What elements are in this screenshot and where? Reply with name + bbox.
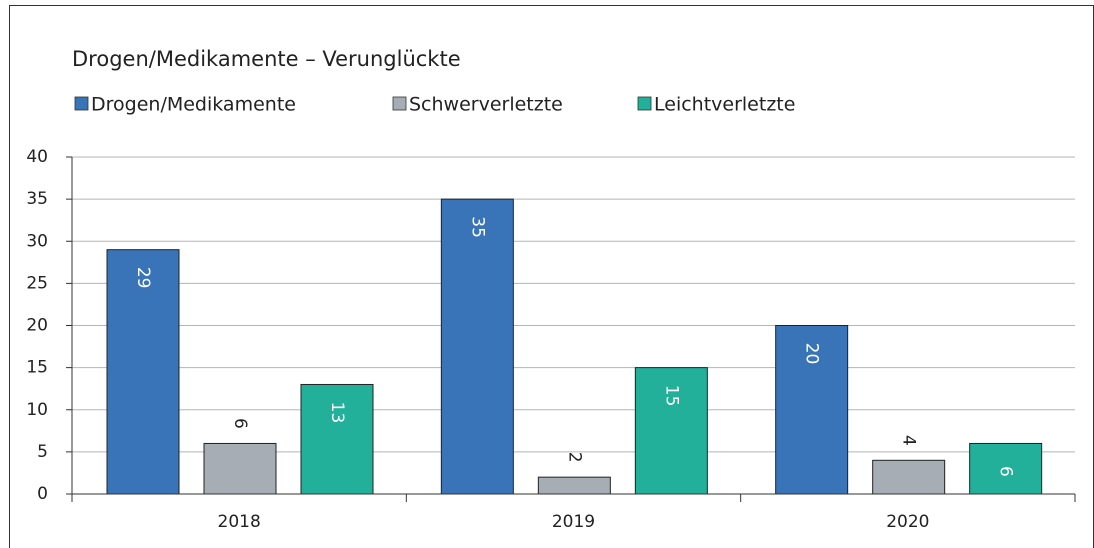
- y-tick-label: 5: [37, 442, 48, 462]
- data-label: 2: [564, 452, 584, 463]
- chart-title: Drogen/Medikamente – Verunglückte: [72, 47, 461, 71]
- legend-label: Schwerverletzte: [409, 94, 563, 116]
- legend-swatch: [74, 96, 89, 111]
- legend-swatch: [392, 96, 407, 111]
- bar: [872, 459, 946, 495]
- data-label: 4: [899, 435, 919, 446]
- data-label: 6: [996, 466, 1016, 477]
- legend-swatch: [637, 96, 652, 111]
- data-label: 13: [327, 402, 347, 424]
- bar: [969, 442, 1043, 495]
- x-tick-label: 2020: [886, 512, 929, 532]
- legend-label: Leichtverletzte: [654, 94, 795, 116]
- y-tick-label: 20: [26, 316, 48, 336]
- data-label: 20: [802, 343, 822, 365]
- bar: [440, 198, 514, 495]
- x-tick-label: 2018: [218, 512, 261, 532]
- y-tick-label: 25: [26, 273, 48, 293]
- x-tick-label: 2019: [552, 512, 595, 532]
- y-tick-label: 30: [26, 231, 48, 251]
- bar: [300, 383, 374, 495]
- y-tick-label: 10: [26, 400, 48, 420]
- y-tick-label: 0: [37, 484, 48, 504]
- y-tick-label: 40: [26, 147, 48, 167]
- y-tick-label: 15: [26, 358, 48, 378]
- data-label: 29: [133, 267, 153, 289]
- y-tick-label: 35: [26, 189, 48, 209]
- bar: [634, 367, 708, 495]
- bar: [537, 476, 611, 495]
- bar: [106, 249, 180, 495]
- legend-label: Drogen/Medikamente: [91, 94, 296, 116]
- data-label: 15: [661, 385, 681, 407]
- bar: [775, 325, 849, 495]
- data-label: 6: [230, 418, 250, 429]
- bar: [203, 442, 277, 495]
- data-label: 35: [467, 216, 487, 238]
